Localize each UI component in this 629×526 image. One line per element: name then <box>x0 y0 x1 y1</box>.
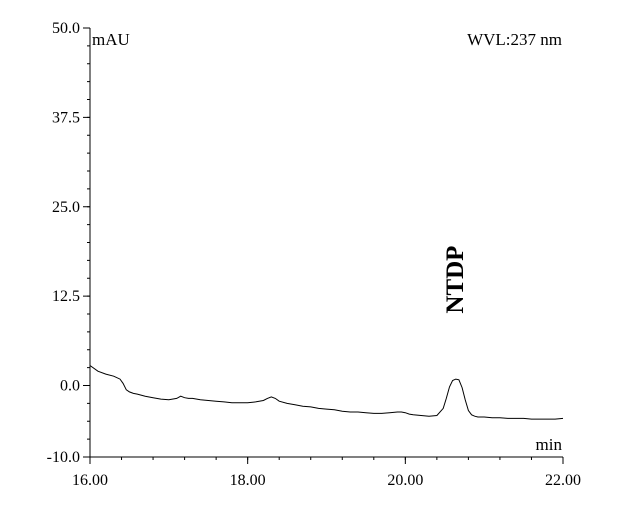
y-tick-label: 0.0 <box>60 378 80 395</box>
series-group <box>89 365 564 420</box>
tick-labels: 50.0 37.5 25.0 12.5 0.0 -10.0 16.00 18.00 20.00 2… <box>47 20 581 489</box>
x-tick-label: 20.00 <box>387 472 423 489</box>
wavelength-label: WVL:237 nm <box>467 30 562 49</box>
series-line-0 <box>89 365 564 420</box>
y-tick-label: 50.0 <box>52 20 80 37</box>
x-tick-label: 16.00 <box>72 472 108 489</box>
x-tick-label: 18.00 <box>230 472 266 489</box>
peak-label: NTDP <box>442 246 469 314</box>
axes <box>89 28 563 458</box>
y-tick-label: 25.0 <box>52 199 80 216</box>
tick-marks <box>83 27 564 464</box>
x-unit-label: min <box>536 435 563 454</box>
y-tick-label: 12.5 <box>52 288 80 305</box>
y-tick-label: -10.0 <box>47 449 80 466</box>
x-tick-label: 22.00 <box>545 472 581 489</box>
y-unit-label: mAU <box>92 30 130 49</box>
annotations: NTDP <box>442 246 469 314</box>
y-tick-label: 37.5 <box>52 109 80 126</box>
